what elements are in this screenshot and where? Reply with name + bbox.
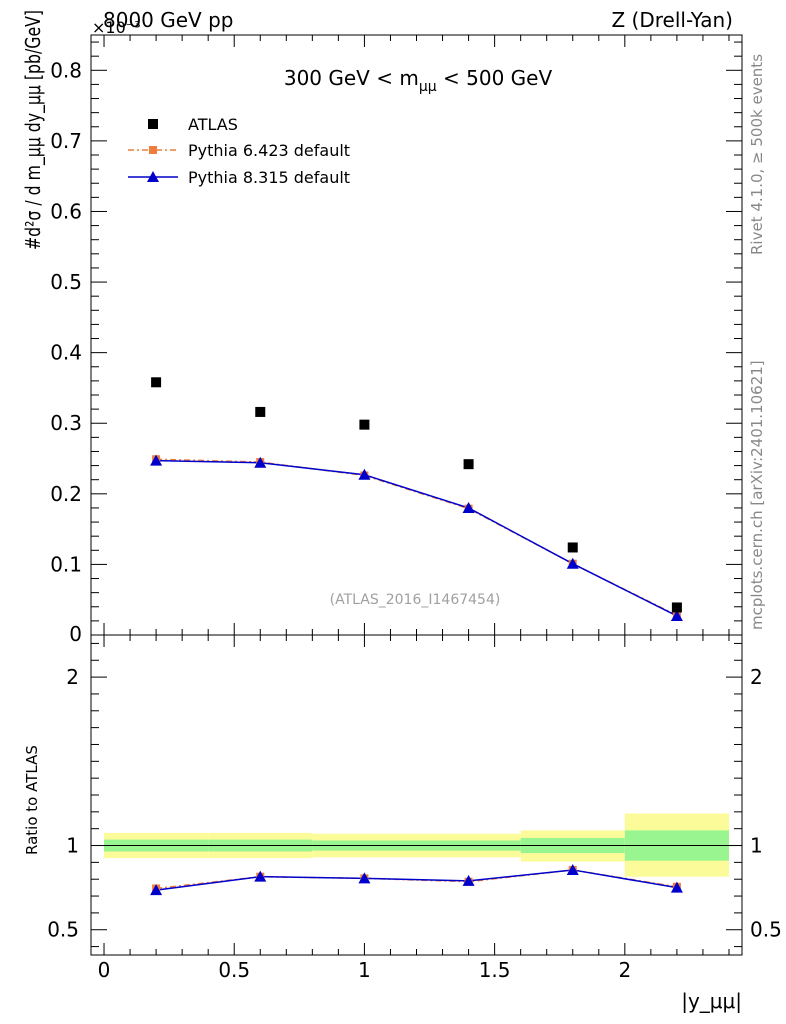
data-point-atlas xyxy=(463,459,474,470)
legend-marker-atlas xyxy=(148,119,158,129)
y-tick-label: 0.5 xyxy=(50,270,82,294)
y-tick-label: 0.2 xyxy=(50,482,82,506)
header-right: Z (Drell-Yan) xyxy=(611,8,733,32)
data-point-py8 xyxy=(358,468,371,480)
x-tick-label: 1 xyxy=(358,958,371,982)
ratio-y-tick-label-right: 2 xyxy=(750,665,763,689)
x-tick-label: 1.5 xyxy=(479,958,511,982)
ratio-line-py8 xyxy=(156,869,678,891)
x-tick-label: 2 xyxy=(618,958,631,982)
ratio-y-tick-label: 2 xyxy=(66,665,79,689)
legend-label-py6: Pythia 6.423 default xyxy=(188,141,350,160)
header-left: 8000 GeV pp xyxy=(103,8,234,32)
y-tick-label: 0.3 xyxy=(50,411,82,435)
y-tick-label: 0.8 xyxy=(50,58,82,82)
mcplots-label: mcplots.cern.ch [arXiv:2401.10621] xyxy=(748,360,766,630)
rivet-label: Rivet 4.1.0, ≥ 500k events xyxy=(748,54,766,255)
plot-title-sub: μμ xyxy=(419,79,437,95)
series-line-py8 xyxy=(156,459,678,617)
y-tick-label: 0.4 xyxy=(50,341,82,365)
series-line-py6 xyxy=(156,458,678,616)
watermark: (ATLAS_2016_I1467454) xyxy=(330,592,501,608)
y-tick-label-zero: 0 xyxy=(69,622,82,646)
ratio-point-py8 xyxy=(358,872,371,884)
data-point-atlas xyxy=(671,602,682,613)
data-point-atlas xyxy=(151,377,162,388)
plot-title: 300 GeV < mμμ < 500 GeV xyxy=(284,66,553,95)
data-point-atlas xyxy=(567,542,578,553)
data-point-atlas xyxy=(255,406,266,417)
y-axis-label-text: #d²σ / d m_μμ dy_μμ [pb/GeV] xyxy=(21,10,45,250)
ratio-point-py8 xyxy=(670,881,683,893)
plot-title-tail: < 500 GeV xyxy=(437,66,553,90)
x-tick-label: 0.5 xyxy=(218,958,250,982)
data-point-atlas xyxy=(359,419,370,430)
y-tick-label: 0.7 xyxy=(50,129,82,153)
y-tick-label: 0.1 xyxy=(50,552,82,576)
y-axis-label: #d²σ / d m_μμ dy_μμ [pb/GeV] xyxy=(21,10,45,250)
ratio-y-tick-label: 0.5 xyxy=(47,918,79,942)
y-tick-label: 0.6 xyxy=(50,199,82,223)
ratio-point-py8 xyxy=(254,870,267,882)
data-point-py8 xyxy=(254,456,267,468)
data-point-py8 xyxy=(670,609,683,621)
legend-marker-py8 xyxy=(147,171,159,182)
ratio-point-py8 xyxy=(462,874,475,886)
x-axis-label: |y_μμ| xyxy=(681,989,742,1013)
ratio-point-py8 xyxy=(566,863,579,875)
legend-marker-py6 xyxy=(149,146,157,154)
ratio-y-tick-label-right: 0.5 xyxy=(750,918,782,942)
ratio-frame xyxy=(90,634,743,956)
header-exponent: ×10⁻³ xyxy=(92,18,141,37)
ratio-y-axis-label: Ratio to ATLAS xyxy=(23,745,41,855)
ratio-panel: 0.5 0.5 1 1 2 2 Ratio to ATLAS xyxy=(23,634,782,956)
main-panel: 0.1 0.2 0.3 0.4 0.5 0.6 0.7 0.8 0 300 GeV < mμμ … xyxy=(21,10,743,646)
data-point-py8 xyxy=(462,501,475,513)
x-tick-label: 0 xyxy=(98,958,111,982)
ratio-y-tick-label: 1 xyxy=(66,834,79,858)
data-point-py8 xyxy=(150,454,163,466)
ratio-y-tick-label-right: 1 xyxy=(750,834,763,858)
ratio-point-py8 xyxy=(150,884,163,896)
legend-label-atlas: ATLAS xyxy=(188,115,238,134)
legend-label-py8: Pythia 8.315 default xyxy=(188,168,350,187)
data-point-py8 xyxy=(566,557,579,569)
plot-title-main: 300 GeV < m xyxy=(284,66,419,90)
legend: ATLAS Pythia 6.423 default Pythia 8.315 … xyxy=(128,115,350,187)
